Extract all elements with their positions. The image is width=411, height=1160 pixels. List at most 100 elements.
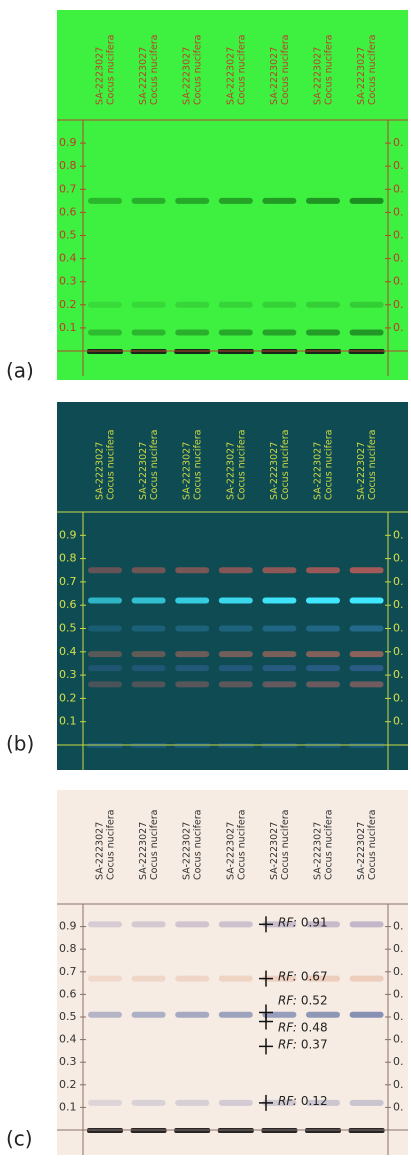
lane-id: SA-2223027 [313,822,324,880]
band [262,665,296,671]
lane-id: SA-2223027 [182,822,193,880]
band [132,681,166,687]
rf-scale-label: 0.4 [59,1033,77,1046]
band [132,567,166,573]
band [306,651,340,657]
lane-species: Cocus nucifera [106,430,117,500]
rf-scale-label: 0.8 [59,942,77,955]
band [175,626,209,632]
lane-species: Cocus nucifera [106,35,117,105]
rf-scale-label: 0.5 [59,229,77,242]
band [219,198,253,204]
rf-scale-label-right: 0. [393,987,404,1000]
band [219,651,253,657]
band [175,302,209,308]
band [306,665,340,671]
rf-prefix: RF: [278,1093,297,1107]
rf-scale-label: 0.9 [59,920,77,933]
rf-scale-label-right: 0. [393,645,404,658]
rf-scale-label-right: 0. [393,552,404,565]
rf-prefix: RF: [278,993,297,1007]
lane-id: SA-2223027 [138,442,149,500]
band [88,302,122,308]
band [132,598,166,604]
rf-scale-label: 0.1 [59,1100,77,1113]
rf-scale-label-right: 0. [393,575,404,588]
band [88,651,122,657]
rf-scale-label: 0.5 [59,622,77,635]
rf-scale-label-right: 0. [393,942,404,955]
band [350,921,384,927]
band [132,330,166,336]
band [262,567,296,573]
band [132,651,166,657]
band [219,598,253,604]
rf-prefix: RF: [278,1037,297,1051]
band [306,598,340,604]
band [175,651,209,657]
rf-scale-label-right: 0. [393,182,404,195]
band [88,681,122,687]
lane-species: Cocus nucifera [236,35,247,105]
band [175,198,209,204]
rf-scale-label-right: 0. [393,622,404,635]
band [175,567,209,573]
lane-id: SA-2223027 [138,47,149,105]
rf-annotation: RF: 0.37 [278,1037,328,1051]
band [262,651,296,657]
band [88,1012,122,1018]
band [262,626,296,632]
band [88,567,122,573]
band [262,330,296,336]
rf-scale-label: 0.2 [59,298,77,311]
band [350,1100,384,1106]
rf-scale-label: 0.4 [59,645,77,658]
rf-scale-label-right: 0. [393,275,404,288]
rf-value: 0.67 [301,969,328,983]
band [132,665,166,671]
lane-species: Cocus nucifera [106,810,117,880]
band [306,567,340,573]
band [350,302,384,308]
lane-species: Cocus nucifera [280,430,291,500]
rf-scale-label: 0.1 [59,715,77,728]
lane-id: SA-2223027 [95,442,106,500]
band [219,921,253,927]
lane-id: SA-2223027 [313,47,324,105]
rf-scale-label-right: 0. [393,1010,404,1023]
rf-scale-label-right: 0. [393,528,404,541]
rf-scale-label-right: 0. [393,920,404,933]
rf-annotation: RF:0.48 [278,1020,328,1034]
band [306,198,340,204]
band [350,651,384,657]
band [350,681,384,687]
band [219,665,253,671]
panel-label: (c) [6,1127,33,1151]
band [132,626,166,632]
page: {"panels": [ {"label": "(a)", "lanes": [… [0,0,411,1160]
lane-species: Cocus nucifera [193,810,204,880]
lane-species: Cocus nucifera [236,810,247,880]
band [88,1100,122,1106]
rf-scale-label-right: 0. [393,715,404,728]
lane-id: SA-2223027 [269,822,280,880]
lane-species: Cocus nucifera [149,430,160,500]
rf-value: 0.37 [301,1037,328,1051]
lane-species: Cocus nucifera [193,35,204,105]
rf-scale-label: 0.3 [59,668,77,681]
lane-id: SA-2223027 [356,442,367,500]
lane-id: SA-2223027 [356,47,367,105]
band [132,302,166,308]
rf-scale-label: 0.6 [59,205,77,218]
lane-id: SA-2223027 [182,442,193,500]
rf-annotation: RF:0.52 [278,993,328,1007]
rf-scale-label-right: 0. [393,965,404,978]
lane-species: Cocus nucifera [193,430,204,500]
rf-annotation: RF:0.12 [278,1093,328,1107]
rf-annotation: RF:0.91 [278,915,328,929]
rf-scale-label: 0.7 [59,182,77,195]
rf-scale-label: 0.3 [59,275,77,288]
band [132,921,166,927]
band [350,1012,384,1018]
lane-id: SA-2223027 [356,822,367,880]
